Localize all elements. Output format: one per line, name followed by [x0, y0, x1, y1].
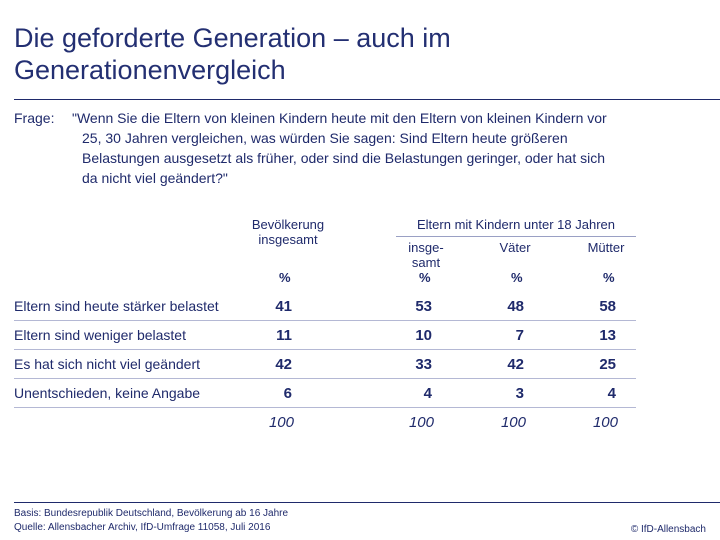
value-cell: 58 [599, 298, 616, 315]
header-insgesamt-line-2: samt [411, 255, 441, 270]
footer-divider [14, 502, 720, 503]
title-line-1: Die geforderte Generation – auch im [14, 23, 451, 53]
value-cell: 7 [515, 327, 524, 344]
value-cell: 6 [283, 385, 292, 402]
value-cell: 53 [415, 298, 432, 315]
value-cell: 25 [599, 356, 616, 373]
unit-muetter: % [603, 270, 615, 285]
footer-quelle: Quelle: Allensbacher Archiv, IfD-Umfrage… [14, 522, 271, 533]
value-cell: 4 [423, 385, 432, 402]
row-divider [14, 378, 636, 379]
page-title: Die geforderte Generation – auch im Gene… [14, 22, 451, 86]
value-cell: 11 [276, 327, 292, 344]
unit-vaeter: % [511, 270, 523, 285]
value-cell: 42 [507, 356, 524, 373]
question-text: "Wenn Sie die Eltern von kleinen Kindern… [72, 108, 704, 188]
total-cell: 100 [592, 414, 618, 431]
header-group-rule [396, 236, 636, 237]
header-eltern-group: Eltern mit Kindern unter 18 Jahren [417, 217, 615, 232]
value-cell: 3 [515, 385, 524, 402]
value-cell: 42 [275, 356, 292, 373]
header-bevoelkerung-line-1: Bevölkerung [251, 217, 325, 232]
total-cell: 100 [268, 414, 294, 431]
row-label: Eltern sind heute stärker belastet [14, 298, 219, 314]
question-line-2: 25, 30 Jahren vergleichen, was würden Si… [82, 130, 568, 146]
row-divider [14, 349, 636, 350]
total-cell: 100 [500, 414, 526, 431]
row-label: Eltern sind weniger belastet [14, 327, 186, 343]
row-divider [14, 320, 636, 321]
header-muetter: Mütter [587, 240, 625, 255]
question-line-1: "Wenn Sie die Eltern von kleinen Kindern… [72, 110, 607, 126]
title-line-2: Generationenvergleich [14, 55, 286, 85]
row-label: Es hat sich nicht viel geändert [14, 356, 200, 372]
unit-bevoelkerung: % [279, 270, 291, 285]
title-divider [14, 99, 720, 100]
row-label: Unentschieden, keine Angabe [14, 385, 201, 401]
footer-basis: Basis: Bundesrepublik Deutschland, Bevöl… [14, 508, 289, 519]
question-label: Frage: [14, 110, 55, 126]
header-vaeter: Väter [499, 240, 531, 255]
header-insgesamt-line-1: insge- [408, 240, 444, 255]
footer-copyright: © IfD-Allensbach [630, 524, 706, 535]
question-line-3: Belastungen ausgesetzt als früher, oder … [82, 150, 606, 166]
row-divider [14, 407, 636, 408]
value-cell: 10 [415, 327, 432, 344]
header-bevoelkerung-line-2: insgesamt [258, 232, 318, 247]
unit-insgesamt: % [419, 270, 431, 285]
total-cell: 100 [408, 414, 434, 431]
value-cell: 4 [607, 385, 616, 402]
value-cell: 13 [599, 327, 616, 344]
value-cell: 41 [275, 298, 292, 315]
value-cell: 33 [415, 356, 432, 373]
question-line-4: da nicht viel geändert?" [82, 170, 228, 186]
value-cell: 48 [507, 298, 524, 315]
header-insgesamt: insge- samt [396, 240, 456, 270]
header-bevoelkerung: Bevölkerung insgesamt [236, 217, 340, 247]
